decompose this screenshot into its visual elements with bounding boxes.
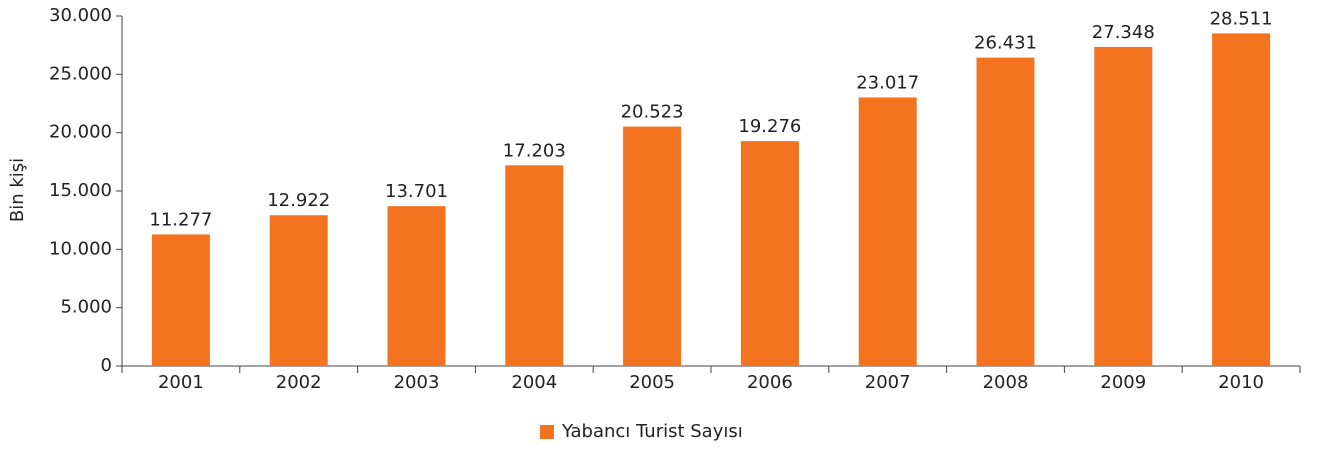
bar xyxy=(858,97,917,367)
x-tick-label: 2003 xyxy=(394,372,440,393)
x-tick-label: 2005 xyxy=(629,372,675,393)
bar xyxy=(740,141,799,366)
y-axis-label: Bin kişi xyxy=(7,158,28,222)
value-label: 17.203 xyxy=(503,140,566,161)
bar xyxy=(976,57,1035,366)
value-label: 12.922 xyxy=(267,190,330,211)
y-tick-label: 10.000 xyxy=(49,238,112,259)
bar xyxy=(1212,33,1271,366)
y-tick-label: 30.000 xyxy=(49,5,112,26)
value-label: 27.348 xyxy=(1092,22,1155,43)
x-tick-label: 2009 xyxy=(1100,372,1146,393)
x-tick-label: 2007 xyxy=(865,372,911,393)
legend-label: Yabancı Turist Sayısı xyxy=(561,421,743,442)
x-tick-label: 2010 xyxy=(1218,372,1264,393)
y-tick-label: 20.000 xyxy=(49,122,112,143)
y-tick-label: 5.000 xyxy=(60,297,112,318)
x-tick-label: 2006 xyxy=(747,372,793,393)
value-label: 28.511 xyxy=(1210,8,1273,29)
y-tick-label: 0 xyxy=(101,355,112,376)
bar xyxy=(505,165,564,366)
x-tick-label: 2001 xyxy=(158,372,204,393)
x-tick-label: 2004 xyxy=(511,372,557,393)
value-label: 20.523 xyxy=(621,102,684,123)
y-tick-label: 25.000 xyxy=(49,63,112,84)
value-label: 26.431 xyxy=(974,33,1037,54)
bar xyxy=(623,126,682,366)
bar xyxy=(269,215,328,366)
value-label: 23.017 xyxy=(856,72,919,93)
x-tick-label: 2002 xyxy=(276,372,322,393)
value-label: 13.701 xyxy=(385,181,448,202)
bar xyxy=(1094,46,1153,366)
x-tick-label: 2008 xyxy=(983,372,1029,393)
value-label: 19.276 xyxy=(738,116,801,137)
bar xyxy=(387,206,446,366)
y-tick-label: 15.000 xyxy=(49,180,112,201)
legend-swatch xyxy=(540,425,554,439)
value-label: 11.277 xyxy=(149,209,212,230)
bar xyxy=(151,234,210,366)
